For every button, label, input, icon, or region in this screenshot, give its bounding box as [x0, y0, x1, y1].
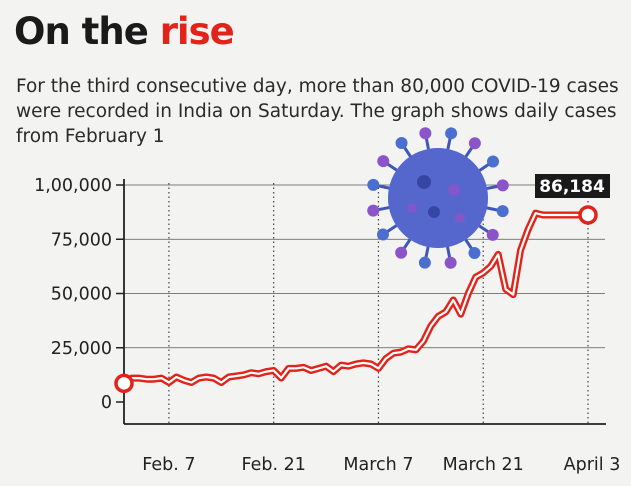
- title-prefix: On the: [14, 10, 160, 53]
- x-tick-label: March 21: [443, 455, 524, 475]
- y-tick-label: 50,000: [51, 285, 112, 305]
- endpoint-markers: [114, 205, 598, 394]
- virus-spike-tip: [486, 228, 499, 241]
- y-tick-label: 0: [101, 393, 112, 413]
- chart-subtitle: For the third consecutive day, more than…: [16, 76, 619, 147]
- virus-spike-tip: [367, 204, 380, 217]
- series-line-outer: [120, 209, 592, 387]
- coronavirus-icon: [367, 127, 509, 269]
- virus-spike-tip: [395, 246, 408, 259]
- title-accent: rise: [159, 10, 235, 53]
- virus-spike-tip: [496, 179, 509, 192]
- x-tick-labels: Feb. 7 Feb. 21 March 7 March 21 April 3: [142, 455, 620, 475]
- y-tick-label: 25,000: [51, 339, 112, 359]
- start-marker: [114, 373, 134, 394]
- x-tick-label: Feb. 7: [142, 455, 195, 475]
- x-tick-label: Feb. 21: [241, 455, 305, 475]
- virus-spike-tip: [487, 155, 500, 168]
- series-line: [120, 209, 592, 387]
- x-tick-label: March 7: [343, 455, 413, 475]
- virus-spike-tip: [468, 137, 481, 150]
- virus-spike-tip: [444, 256, 457, 269]
- virus-spike-tip: [496, 205, 509, 218]
- virus-spike-tip: [376, 228, 389, 241]
- virus-spike-tip: [395, 136, 408, 149]
- callout-box: [535, 174, 610, 198]
- callout-label: 86,184: [539, 177, 605, 197]
- virus-spike-tip: [419, 127, 432, 140]
- page-title: On the rise: [14, 10, 235, 53]
- y-tick-label: 75,000: [51, 230, 112, 250]
- virus-spike-tip: [377, 155, 390, 168]
- end-marker: [578, 205, 598, 225]
- x-tick-label: April 3: [564, 455, 621, 475]
- virus-spike-tip: [468, 247, 481, 260]
- y-tick-label: 1,00,000: [34, 176, 112, 196]
- virus-spike-tip: [445, 127, 458, 140]
- y-tick-labels: 0 25,000 50,000 75,000 1,00,000: [34, 176, 112, 413]
- virus-spike-tip: [367, 178, 380, 191]
- value-callout: 86,184: [535, 174, 610, 198]
- series-line-inner: [122, 212, 590, 385]
- virus-spike-tip: [418, 256, 431, 269]
